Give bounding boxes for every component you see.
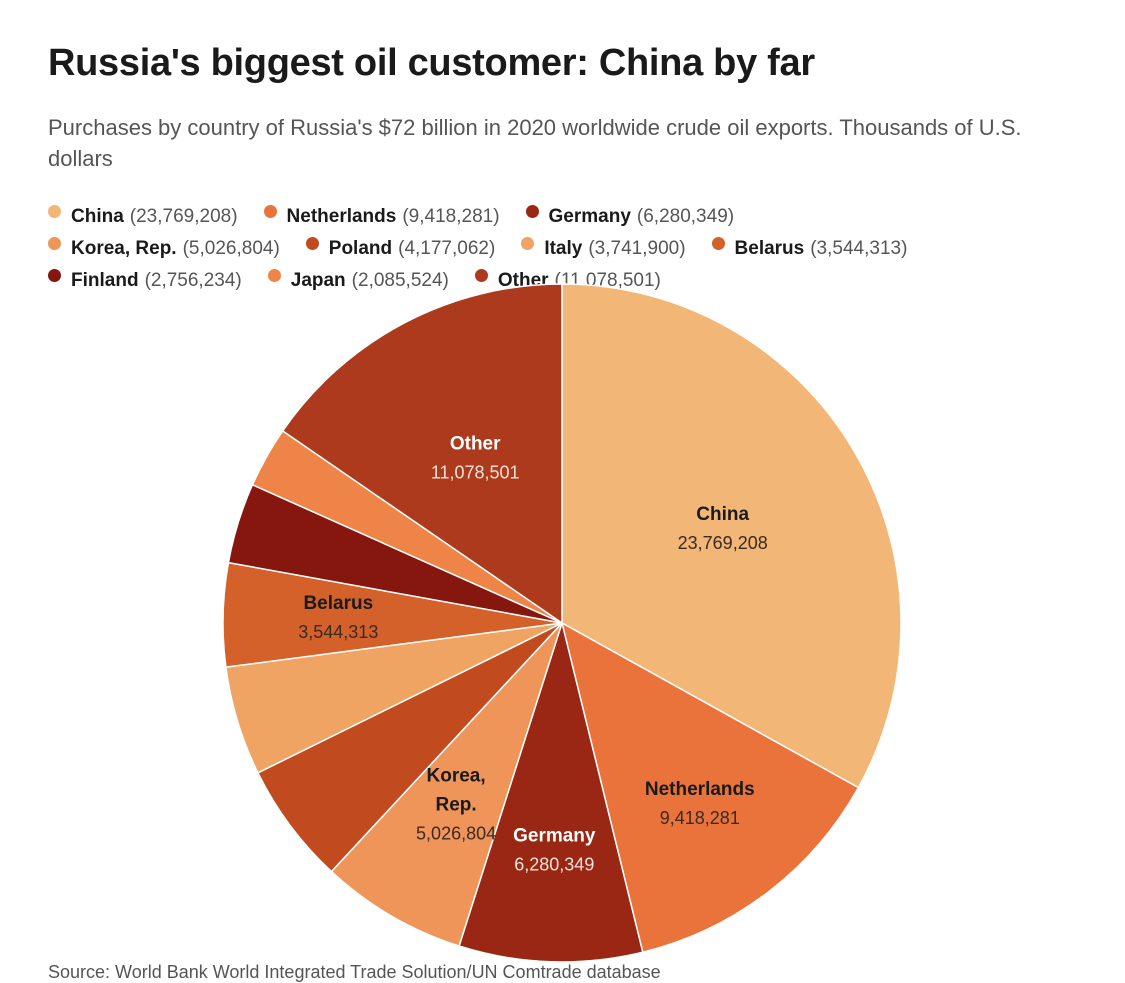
legend-swatch — [263, 204, 277, 218]
chart-title: Russia's biggest oil customer: China by … — [48, 42, 815, 84]
legend-swatch — [267, 268, 281, 282]
legend-swatch — [711, 236, 725, 250]
slice-label-korea-rep: Rep. — [436, 795, 477, 816]
legend-value: (2,756,234) — [144, 270, 242, 291]
legend-value: (3,741,900) — [588, 238, 686, 259]
legend-value: (23,769,208) — [129, 206, 238, 227]
slice-value-other: 11,078,501 — [431, 463, 520, 483]
slice-value-china: 23,769,208 — [678, 533, 768, 553]
legend-label: Poland — [328, 238, 393, 259]
legend-label: Korea, Rep. — [71, 238, 177, 259]
legend-swatch — [48, 204, 61, 218]
slice-label-korea-rep: Korea, — [427, 766, 486, 787]
pie-slice-poland — [256, 622, 563, 873]
legend-item-netherlands: Netherlands (9,418,281) — [263, 204, 500, 228]
pie-slices — [222, 283, 902, 963]
slice-label-belarus: Belarus — [303, 593, 373, 614]
legend-item-china: China (23,769,208) — [48, 204, 238, 228]
legend-item-finland: Finland (2,756,234) — [48, 268, 242, 292]
legend-value: (5,026,804) — [182, 238, 280, 259]
slice-label-other: Other — [450, 434, 501, 455]
slice-label-germany: Germany — [513, 826, 596, 847]
chart-legend: China (23,769,208) Netherlands (9,418,281)… — [48, 201, 1108, 297]
slice-label-netherlands: Netherlands — [645, 779, 755, 800]
slice-value-belarus: 3,544,313 — [298, 622, 378, 642]
slice-value-netherlands: 9,418,281 — [660, 808, 740, 828]
legend-swatch — [305, 236, 319, 250]
pie-labels: China 23,769,208 Netherlands 9,418,281 Germa… — [298, 434, 767, 875]
legend-swatch — [521, 236, 535, 250]
legend-label: Japan — [290, 270, 346, 291]
legend-value: (9,418,281) — [402, 206, 500, 227]
legend-item-belarus: Belarus (3,544,313) — [711, 236, 908, 260]
legend-label: Netherlands — [286, 206, 397, 227]
slice-value-korea-rep: 5,026,804 — [416, 824, 496, 844]
legend-row: China (23,769,208) Netherlands (9,418,281)… — [48, 201, 1108, 233]
legend-label: Germany — [548, 206, 631, 227]
legend-item-japan: Japan (2,085,524) — [267, 268, 449, 292]
legend-item-korea: Korea, Rep. (5,026,804) — [48, 236, 280, 260]
legend-value: (2,085,524) — [351, 270, 449, 291]
legend-label: Italy — [544, 238, 583, 259]
chart-source: Source: World Bank World Integrated Trad… — [48, 962, 661, 982]
pie-slice-korea-rep — [330, 622, 563, 947]
pie-slice-china — [561, 283, 902, 789]
legend-value: (4,177,062) — [398, 238, 496, 259]
legend-swatch — [474, 268, 488, 282]
legend-swatch — [525, 204, 539, 218]
slice-label-china: China — [696, 504, 749, 525]
legend-label: China — [71, 206, 124, 227]
legend-item-italy: Italy (3,741,900) — [521, 236, 686, 260]
pie-slice-germany — [458, 620, 644, 963]
legend-row: Korea, Rep. (5,026,804) Poland (4,177,062)… — [48, 233, 1108, 265]
pie-slice-other — [281, 283, 563, 625]
slice-value-germany: 6,280,349 — [514, 855, 594, 875]
legend-value: (3,544,313) — [810, 238, 908, 259]
legend-item-germany: Germany (6,280,349) — [525, 204, 735, 228]
legend-item-poland: Poland (4,177,062) — [305, 236, 496, 260]
chart-subtitle: Purchases by country of Russia's $72 bil… — [48, 115, 1022, 171]
legend-label: Finland — [71, 270, 139, 291]
legend-value: (6,280,349) — [636, 206, 735, 227]
legend-swatch — [48, 236, 61, 250]
legend-row: Finland (2,756,234) Japan (2,085,524) Othe… — [48, 265, 1108, 297]
legend-swatch — [48, 268, 61, 282]
pie-slice-netherlands — [560, 621, 860, 954]
legend-label: Belarus — [734, 238, 805, 259]
